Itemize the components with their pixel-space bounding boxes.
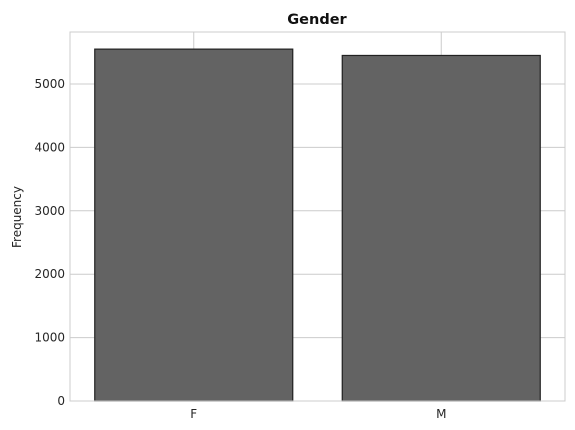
plot-frame xyxy=(69,31,566,402)
y-tick-labels: 0 1000 2000 3000 4000 5000 xyxy=(34,77,65,408)
y-tick-label: 1000 xyxy=(34,331,65,345)
y-axis-label: Frequency xyxy=(10,186,24,248)
y-tick-label: 2000 xyxy=(34,267,65,281)
y-tick-label: 0 xyxy=(57,394,65,408)
y-tick-label: 4000 xyxy=(34,140,65,154)
y-tick-label: 3000 xyxy=(34,204,65,218)
bar-F xyxy=(94,48,294,402)
x-tick-label: F xyxy=(190,407,197,421)
bars xyxy=(94,48,541,402)
y-tick-label: 5000 xyxy=(34,77,65,91)
chart-title: Gender xyxy=(287,12,347,28)
bar-M xyxy=(341,54,541,402)
x-tick-label: M xyxy=(436,407,446,421)
